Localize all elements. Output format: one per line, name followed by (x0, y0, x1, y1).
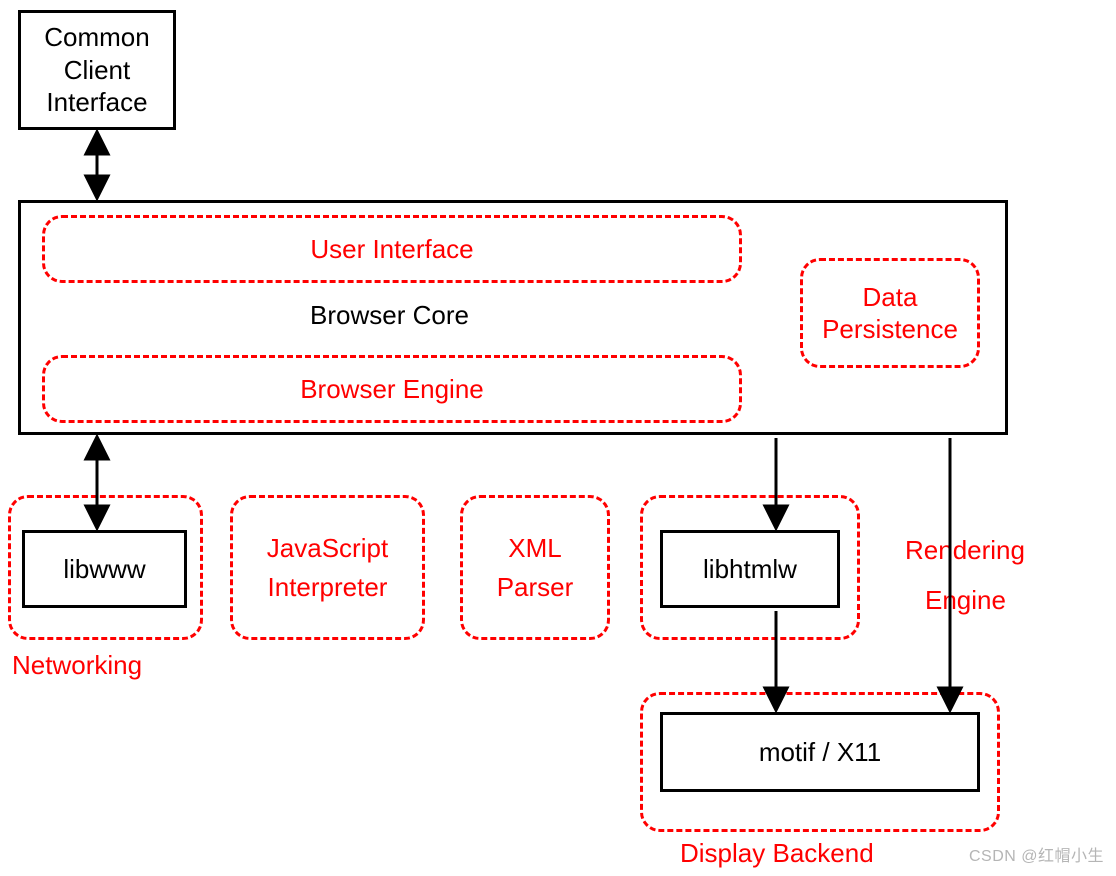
js-line2: Interpreter (268, 572, 388, 602)
rendering-label-1: Rendering (905, 535, 1025, 566)
browser-engine-label: Browser Engine (300, 374, 484, 405)
xml-line1: XML (508, 533, 561, 563)
cci-line2: Client (64, 55, 130, 85)
browser-core-title: Browser Core (310, 300, 469, 331)
node-data-persistence: Data Persistence (800, 258, 980, 368)
watermark: CSDN @红帽小生 (969, 842, 1104, 866)
node-browser-engine: Browser Engine (42, 355, 742, 423)
networking-label: Networking (12, 650, 142, 681)
libhtmlw-label: libhtmlw (703, 554, 797, 585)
cci-line1: Common (44, 22, 149, 52)
display-backend-label: Display Backend (680, 838, 874, 869)
node-javascript-interpreter: JavaScript Interpreter (230, 495, 425, 640)
rendering-label-2: Engine (925, 585, 1006, 616)
data-persistence-line2: Persistence (822, 314, 958, 344)
cci-line3: Interface (46, 87, 147, 117)
user-interface-label: User Interface (310, 234, 473, 265)
js-line1: JavaScript (267, 533, 388, 563)
node-common-client-interface: Common Client Interface (18, 10, 176, 130)
node-libwww: libwww (22, 530, 187, 608)
libwww-label: libwww (63, 554, 145, 585)
node-xml-parser: XML Parser (460, 495, 610, 640)
diagram-stage: Common Client Interface User Interface B… (0, 0, 1116, 876)
xml-line2: Parser (497, 572, 574, 602)
data-persistence-line1: Data (863, 282, 918, 312)
node-user-interface: User Interface (42, 215, 742, 283)
node-libhtmlw: libhtmlw (660, 530, 840, 608)
node-motif-x11: motif / X11 (660, 712, 980, 792)
motif-label: motif / X11 (759, 737, 881, 768)
